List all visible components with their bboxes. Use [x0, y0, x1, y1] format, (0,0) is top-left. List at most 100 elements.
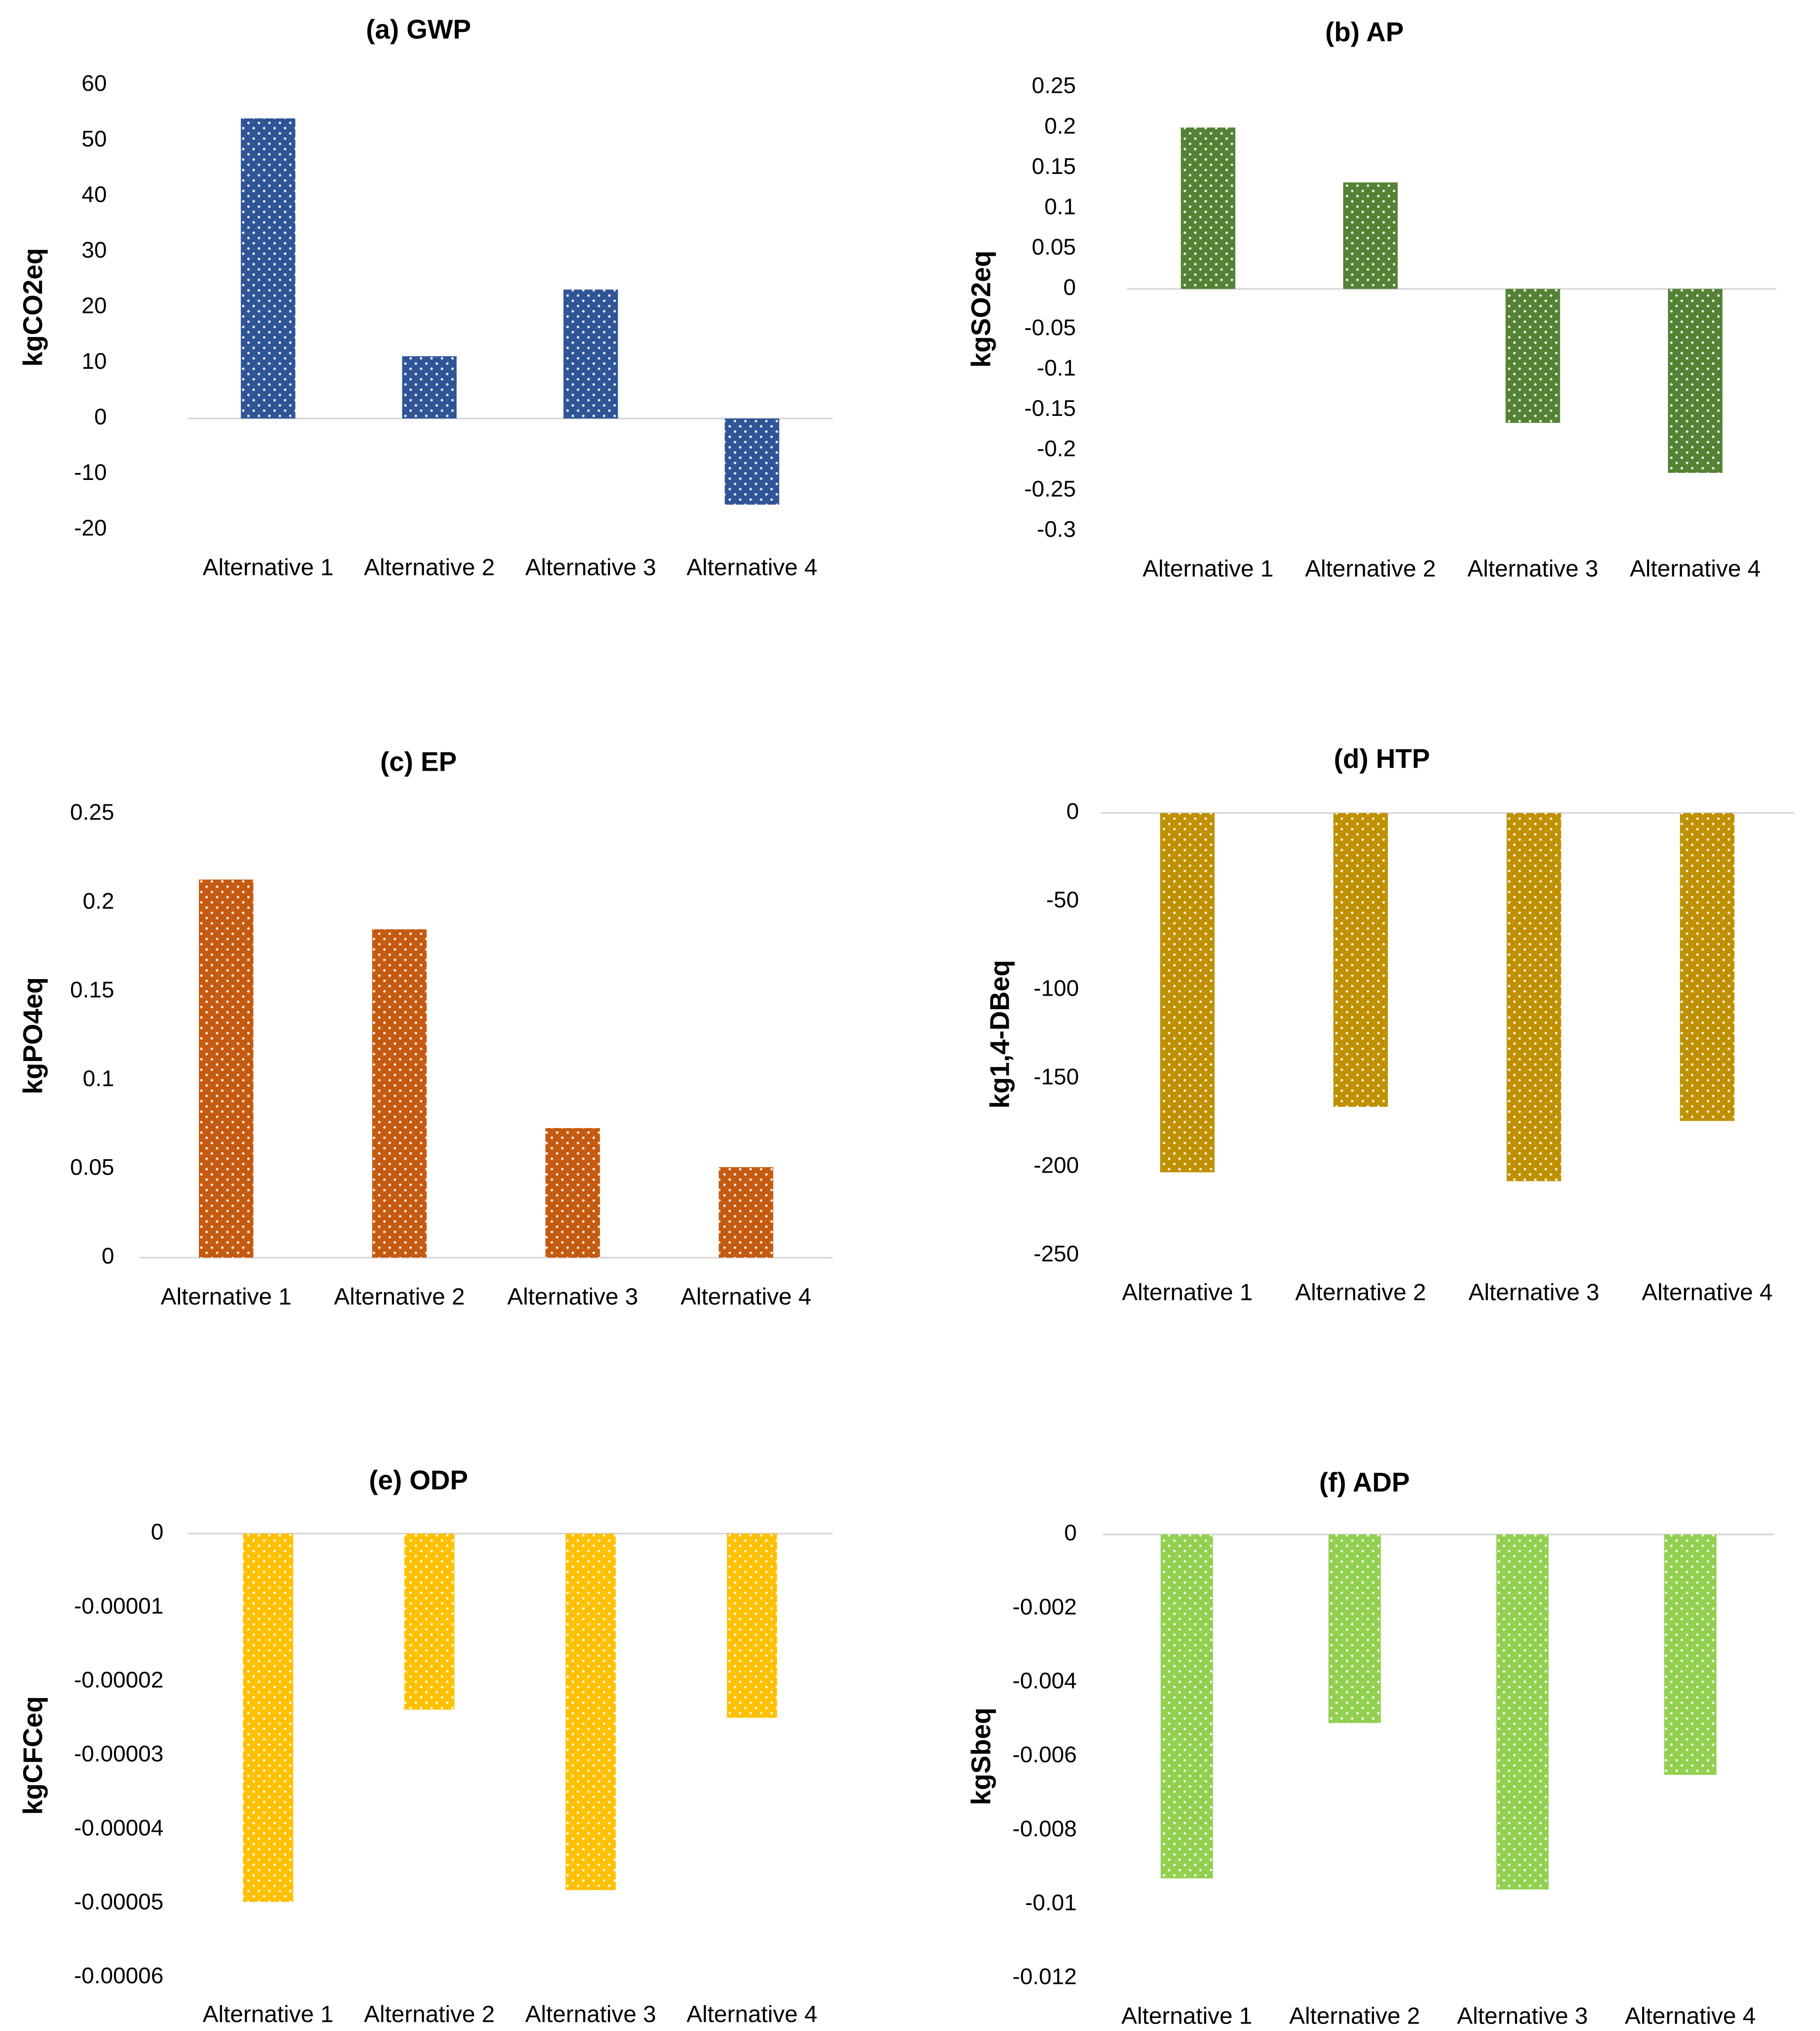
bar: [1505, 289, 1560, 423]
chart-title: (a) GWP: [366, 14, 471, 44]
y-axis-title: kgSbeq: [966, 1708, 996, 1805]
bar: [402, 356, 457, 418]
bar-dot-pattern: [1160, 1534, 1213, 1878]
bar: [1664, 1534, 1717, 1775]
panel-ep: (c) EP kgPO4eq 0.25 0.2 0.15 0.1 0.05 0 Alternat…: [18, 747, 833, 1310]
y-tick-label: 30: [82, 238, 107, 263]
bar-dot-pattern: [1664, 1534, 1717, 1775]
y-tick-label: -200: [1034, 1153, 1079, 1178]
chart-title: (f) ADP: [1319, 1467, 1410, 1497]
x-category-label: Alternative 4: [1642, 1279, 1772, 1305]
y-tick-label: -0.1: [1037, 356, 1076, 381]
y-tick-label: 0: [102, 1244, 114, 1269]
bar-dot-pattern: [402, 356, 457, 418]
bar-dot-pattern: [1160, 813, 1215, 1173]
y-tick-label: 0.15: [70, 977, 114, 1003]
y-tick-label: -150: [1034, 1065, 1079, 1090]
bar-dot-pattern: [563, 289, 618, 418]
y-tick-label: 0.1: [83, 1066, 114, 1092]
x-category-label: Alternative 4: [687, 2001, 817, 2027]
bar-dot-pattern: [1496, 1534, 1549, 1890]
x-category-label: Alternative 2: [364, 2001, 495, 2027]
panel-odp: (e) ODP kgCFCeq 0 -0.00001 -0.00002 -0.00003 -…: [18, 1465, 833, 2027]
y-tick-label: 0.2: [1044, 113, 1076, 139]
bar-dot-pattern: [404, 1534, 455, 1710]
x-category-label: Alternative 3: [1467, 555, 1598, 582]
y-tick-label: 0.05: [1032, 235, 1076, 260]
y-tick-label: -20: [74, 516, 107, 541]
y-tick-label: -0.05: [1024, 315, 1076, 340]
x-category-label: Alternative 3: [1469, 1279, 1599, 1305]
bar-dot-pattern: [1343, 182, 1398, 289]
bar-dot-pattern: [1180, 127, 1235, 289]
x-category-label: Alternative 3: [525, 554, 656, 580]
x-category-label: Alternative 1: [1122, 1279, 1253, 1305]
y-tick-label: -0.2: [1037, 436, 1076, 462]
y-tick-label: -0.25: [1024, 476, 1076, 502]
y-tick-label: -0.00006: [74, 1963, 163, 1989]
x-category-label: Alternative 1: [203, 554, 333, 580]
y-tick-label: 0.15: [1032, 154, 1076, 179]
y-tick-label: -0.15: [1024, 396, 1076, 421]
bar-dot-pattern: [241, 118, 296, 418]
y-tick-label: -0.008: [1013, 1816, 1077, 1841]
bar: [372, 929, 427, 1258]
y-axis-title: kgPO4eq: [18, 977, 48, 1095]
y-tick-label: -0.00002: [74, 1667, 163, 1693]
y-tick-label: -0.00005: [74, 1889, 163, 1915]
bar: [241, 118, 296, 418]
y-tick-label: -0.006: [1013, 1742, 1077, 1768]
bar: [545, 1128, 600, 1258]
y-tick-label: 50: [82, 126, 107, 152]
bar-dot-pattern: [727, 1534, 777, 1718]
x-category-label: Alternative 2: [334, 1283, 465, 1310]
x-category-label: Alternative 1: [1143, 555, 1273, 582]
bar: [1328, 1534, 1381, 1723]
bar: [1180, 127, 1235, 289]
y-tick-label: -0.00001: [74, 1593, 163, 1619]
x-category-label: Alternative 1: [203, 2001, 333, 2027]
y-axis-title: kg1,4-DBeq: [985, 960, 1015, 1109]
y-tick-label: -0.3: [1037, 517, 1076, 542]
bar-dot-pattern: [372, 929, 427, 1258]
bar: [1496, 1534, 1549, 1890]
bar-dot-pattern: [199, 879, 254, 1258]
y-tick-label: 0: [151, 1520, 163, 1545]
bar-dot-pattern: [545, 1128, 600, 1258]
y-tick-label: -250: [1034, 1242, 1079, 1267]
bar: [1160, 813, 1215, 1173]
x-category-label: Alternative 2: [364, 554, 495, 580]
bar: [243, 1534, 293, 1902]
chart-title: (c) EP: [380, 747, 457, 777]
bar: [1160, 1534, 1213, 1878]
y-tick-label: 20: [82, 293, 107, 319]
y-tick-label: 0.1: [1044, 194, 1076, 219]
bar-dot-pattern: [1333, 813, 1388, 1107]
bar: [718, 1167, 773, 1258]
y-tick-label: -100: [1034, 976, 1079, 1001]
bar-dot-pattern: [718, 1167, 773, 1258]
bar-dot-pattern: [1507, 813, 1561, 1181]
y-tick-label: 60: [82, 71, 107, 96]
bar-dot-pattern: [1668, 289, 1723, 473]
x-category-label: Alternative 1: [161, 1283, 292, 1310]
y-tick-label: 0.2: [83, 888, 114, 914]
y-tick-label: 0.05: [70, 1155, 114, 1180]
y-tick-label: 0: [1063, 275, 1076, 300]
y-tick-label: -0.012: [1013, 1964, 1077, 1990]
x-category-label: Alternative 3: [507, 1283, 638, 1310]
chart-title: (e) ODP: [369, 1465, 468, 1495]
y-tick-label: 40: [82, 182, 107, 208]
y-tick-label: 0: [1064, 1521, 1077, 1546]
bar: [725, 418, 779, 505]
y-tick-label: 0.25: [1032, 73, 1076, 99]
x-category-label: Alternative 1: [1121, 2003, 1252, 2029]
x-category-label: Alternative 4: [1625, 2003, 1755, 2029]
x-category-label: Alternative 4: [680, 1283, 811, 1310]
bar: [1343, 182, 1398, 289]
panel-htp: (d) HTP kg1,4-DBeq 0 -50 -100 -150 -200 -250 Alt…: [985, 744, 1794, 1305]
x-category-label: Alternative 4: [1630, 555, 1761, 582]
y-tick-label: -50: [1046, 888, 1079, 913]
x-category-label: Alternative 3: [1457, 2003, 1588, 2029]
